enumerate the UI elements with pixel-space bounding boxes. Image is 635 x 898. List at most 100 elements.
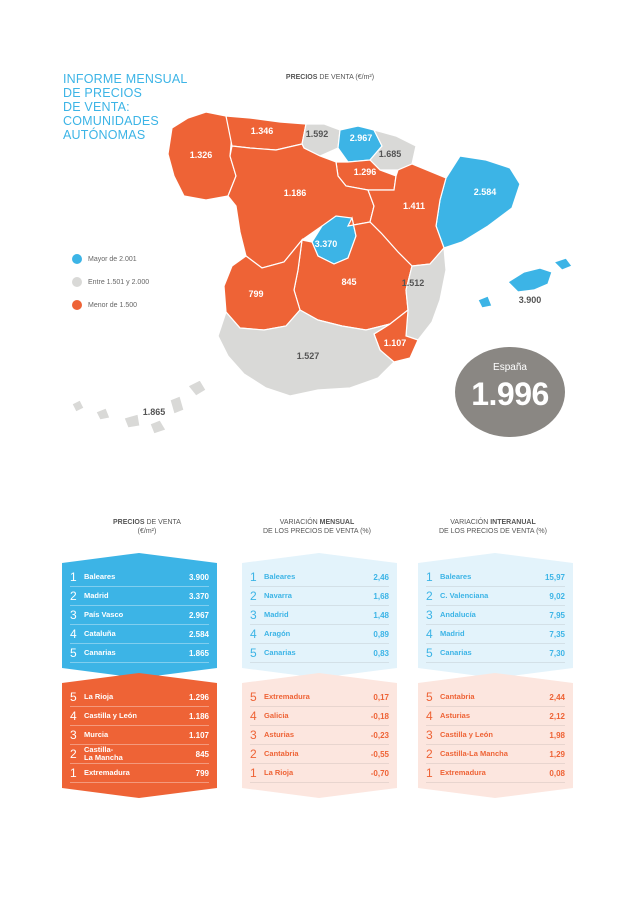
top-ranking-panel: 1 Baleares 15,97 2 C. Valenciana 9,02 3 Andaluc…	[418, 553, 573, 678]
legend-label: Menor de 1.500	[88, 301, 138, 309]
ranking-row: 4 Aragón 0,89	[250, 625, 389, 644]
ranking-name: Extremadura	[84, 768, 130, 777]
ranking-value: 2.967	[188, 610, 209, 620]
ranking-value: -0,70	[370, 768, 389, 778]
ranking-row: 2 Castilla-La Mancha 1,29	[426, 745, 565, 764]
title-line: DE PRECIOS	[63, 86, 143, 100]
ranking-row: 4 Galicia -0,18	[250, 707, 389, 726]
heading-rest: DE VENTA	[144, 519, 181, 526]
ranking-name: Cantabria	[264, 749, 299, 758]
region-value-label: 3.370	[315, 239, 338, 249]
heading-line2: DE LOS PRECIOS DE VENTA (%)	[438, 528, 547, 535]
ranking-value: 1.296	[188, 692, 209, 702]
region-value-label: 1.186	[284, 188, 307, 198]
badge-label: España	[493, 362, 527, 373]
region-value-label: 1.346	[251, 126, 274, 136]
ranking-value: 7,35	[549, 629, 565, 639]
panel-shape	[242, 553, 397, 678]
ranking-value: 0,89	[373, 629, 389, 639]
title-line: DE VENTA:	[63, 100, 130, 114]
legend-label: Entre 1.501 y 2.000	[88, 278, 150, 286]
ranking-rank: 5	[70, 690, 77, 704]
region-baleares	[507, 267, 553, 293]
ranking-row: 3 País Vasco 2.967	[70, 606, 209, 625]
bottom-ranking-panel: 5 Extremadura 0,17 4 Galicia -0,18 3 Asturias -0…	[242, 673, 397, 798]
ranking-value: -0,55	[370, 749, 389, 759]
panel-shape	[242, 673, 397, 798]
ranking-row: 3 Murcia 1.107	[70, 726, 209, 745]
panel-background	[418, 673, 573, 798]
ranking-row: 5 Cantabria 2,44	[426, 688, 565, 707]
ranking-name: Cantabria	[440, 692, 475, 701]
ranking-row: 2 C. Valenciana 9,02	[426, 587, 565, 606]
ranking-value: 2,46	[373, 572, 389, 582]
ranking-name: Canarias	[264, 648, 296, 657]
ranking-rank: 2	[250, 747, 257, 761]
ranking-rank: 3	[426, 728, 433, 742]
legend-dot-blue	[72, 254, 82, 264]
ranking-rank: 1	[426, 570, 433, 584]
ranking-rank: 4	[70, 627, 77, 641]
ranking-value: 1.107	[188, 730, 209, 740]
panel-background	[242, 673, 397, 798]
ranking-row: 3 Madrid 1,48	[250, 606, 389, 625]
title-line: INFORME MENSUAL	[63, 72, 188, 86]
legend-label: Mayor de 2.001	[88, 255, 137, 263]
ranking-name: País Vasco	[84, 610, 124, 619]
title-line: COMUNIDADES	[63, 114, 159, 128]
ranking-name: Madrid	[440, 629, 465, 638]
ranking-value: 0,17	[373, 692, 389, 702]
title-line: AUTÓNOMAS	[63, 128, 146, 142]
ranking-row: 3 Castilla y León 1,98	[426, 726, 565, 745]
ranking-row: 5 Canarias 1.865	[70, 644, 209, 663]
ranking-name: La Rioja	[84, 692, 114, 701]
ranking-row: 1 Baleares 15,97	[426, 568, 565, 587]
ranking-row: 2 Madrid 3.370	[70, 587, 209, 606]
ranking-row: 1 Extremadura 799	[70, 764, 209, 783]
heading-bold: INTERANUAL	[490, 519, 536, 526]
legend-item: Mayor de 2.001	[72, 254, 150, 265]
region-canarias	[71, 379, 207, 435]
ranking-row: 4 Asturias 2,12	[426, 707, 565, 726]
national-average-badge: España 1.996	[455, 347, 565, 437]
map-heading-rest: DE VENTA (€/m²)	[317, 74, 375, 81]
region-value-label: 1.685	[379, 149, 402, 159]
ranking-name: Madrid	[264, 610, 289, 619]
region-baleares-menorca	[552, 257, 573, 271]
ranking-value: 1,48	[373, 610, 389, 620]
ranking-row: 1 Baleares 2,46	[250, 568, 389, 587]
region-value-label: 2.584	[474, 187, 497, 197]
ranking-name: Navarra	[264, 591, 292, 600]
heading-line2: (€/m²)	[137, 528, 157, 535]
ranking-rank: 5	[250, 646, 257, 660]
heading-line2: DE LOS PRECIOS DE VENTA (%)	[262, 528, 371, 535]
ranking-rank: 4	[250, 709, 257, 723]
region-value-label: 1.326	[190, 150, 213, 160]
ranking-value: 1,29	[549, 749, 565, 759]
panel-shape	[62, 673, 217, 798]
ranking-rank: 5	[426, 690, 433, 704]
region-value-label: 3.900	[519, 295, 542, 305]
ranking-row: 4 Castilla y León 1.186	[70, 707, 209, 726]
panel-shape	[418, 553, 573, 678]
panel-background	[62, 673, 217, 798]
top-ranking-panel: 1 Baleares 3.900 2 Madrid 3.370 3 País Vasco 2.9…	[62, 553, 217, 678]
legend-dot-grey	[72, 277, 82, 287]
ranking-name: Andalucía	[440, 610, 476, 619]
ranking-rank: 2	[70, 747, 77, 761]
ranking-name: Cataluña	[84, 629, 116, 638]
legend-dot-orange	[72, 300, 82, 310]
ranking-name: Castilla-La Mancha	[440, 749, 508, 758]
ranking-rank: 2	[70, 589, 77, 603]
ranking-value: 0,08	[549, 768, 565, 778]
ranking-value: 2,12	[549, 711, 565, 721]
bottom-ranking-panel: 5 La Rioja 1.296 4 Castilla y León 1.186 3 Murc…	[62, 673, 217, 798]
ranking-name: Extremadura	[440, 768, 486, 777]
ranking-value: 15,97	[544, 572, 565, 582]
region-value-label: 1.592	[306, 129, 329, 139]
top-ranking-panel: 1 Baleares 2,46 2 Navarra 1,68 3 Madrid 1,48 4 Ara…	[242, 553, 397, 678]
ranking-rank: 5	[426, 646, 433, 660]
ranking-rank: 1	[426, 766, 433, 780]
legend-item: Menor de 1.500	[72, 300, 150, 311]
